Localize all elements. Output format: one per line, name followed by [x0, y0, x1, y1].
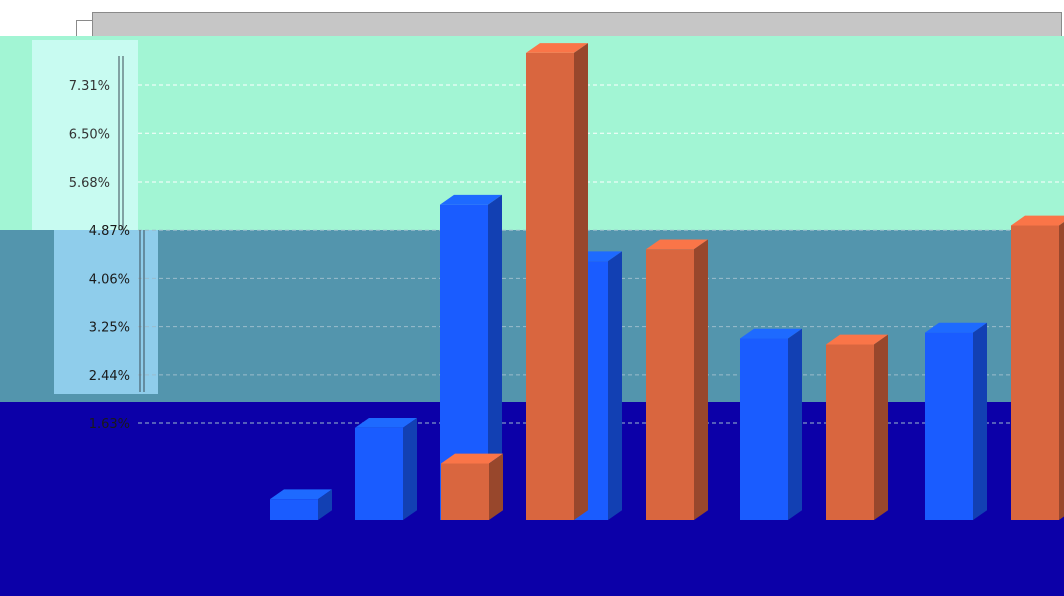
y-tick-label: 2.44% — [89, 369, 130, 384]
chart-header-bar — [92, 12, 1062, 37]
bars — [270, 43, 1064, 521]
axis-panel-top — [32, 40, 138, 230]
bar — [1011, 215, 1064, 520]
axis-panel-middle — [54, 230, 158, 394]
y-tick-label: 6.50% — [69, 127, 110, 142]
bar — [441, 453, 503, 520]
header-tab-edge — [76, 20, 93, 37]
y-axis: 7.31% 6.50% 5.68% 4.87% 4.06% 3.25% 2.44% 1.63% — [69, 56, 145, 432]
y-tick-label: 3.25% — [89, 321, 130, 336]
y-tick-label: 4.06% — [89, 272, 130, 287]
y-tick-label: 1.63% — [89, 417, 130, 432]
bar — [526, 43, 588, 521]
y-tick-label: 4.87% — [89, 224, 130, 239]
y-tick-label: 5.68% — [69, 176, 110, 191]
y-tick-label: 7.31% — [69, 79, 110, 94]
bar — [355, 417, 417, 520]
bar — [270, 489, 332, 520]
bar — [925, 322, 987, 520]
bar — [826, 334, 888, 520]
bar — [646, 239, 708, 520]
bar — [740, 328, 802, 520]
